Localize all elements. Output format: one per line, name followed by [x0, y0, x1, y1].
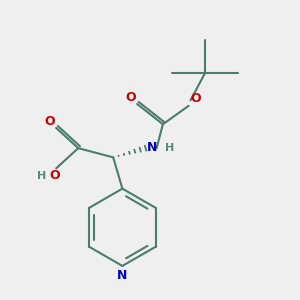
Text: N: N: [117, 268, 128, 282]
Text: O: O: [125, 91, 136, 104]
Text: O: O: [49, 169, 60, 182]
Text: H: H: [37, 171, 46, 181]
Text: O: O: [44, 115, 55, 128]
Text: O: O: [191, 92, 201, 105]
Text: H: H: [164, 143, 174, 153]
Text: N: N: [147, 141, 157, 154]
